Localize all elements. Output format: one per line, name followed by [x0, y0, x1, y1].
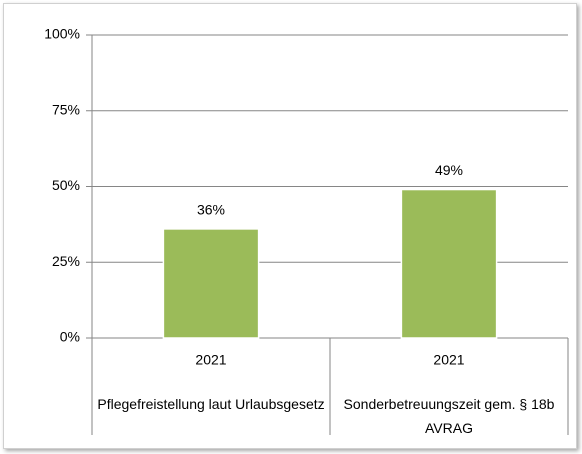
y-tick-label: 50% [52, 177, 80, 193]
bar [400, 188, 498, 339]
data-label: 49% [435, 162, 463, 178]
y-tick-label: 75% [52, 101, 80, 117]
bar [162, 228, 260, 339]
group-label: Sonderbetreuungszeit gem. § 18b AVRAG [343, 396, 555, 436]
x-tick-label: 2021 [195, 352, 226, 368]
data-label: 36% [197, 202, 225, 218]
y-tick-label: 100% [44, 26, 80, 42]
x-tick-label: 2021 [433, 352, 464, 368]
y-tick-label: 0% [60, 329, 80, 345]
group-label: Pflegefreistellung laut Urlaubsgesetz [97, 396, 325, 412]
y-tick-label: 25% [52, 253, 80, 269]
